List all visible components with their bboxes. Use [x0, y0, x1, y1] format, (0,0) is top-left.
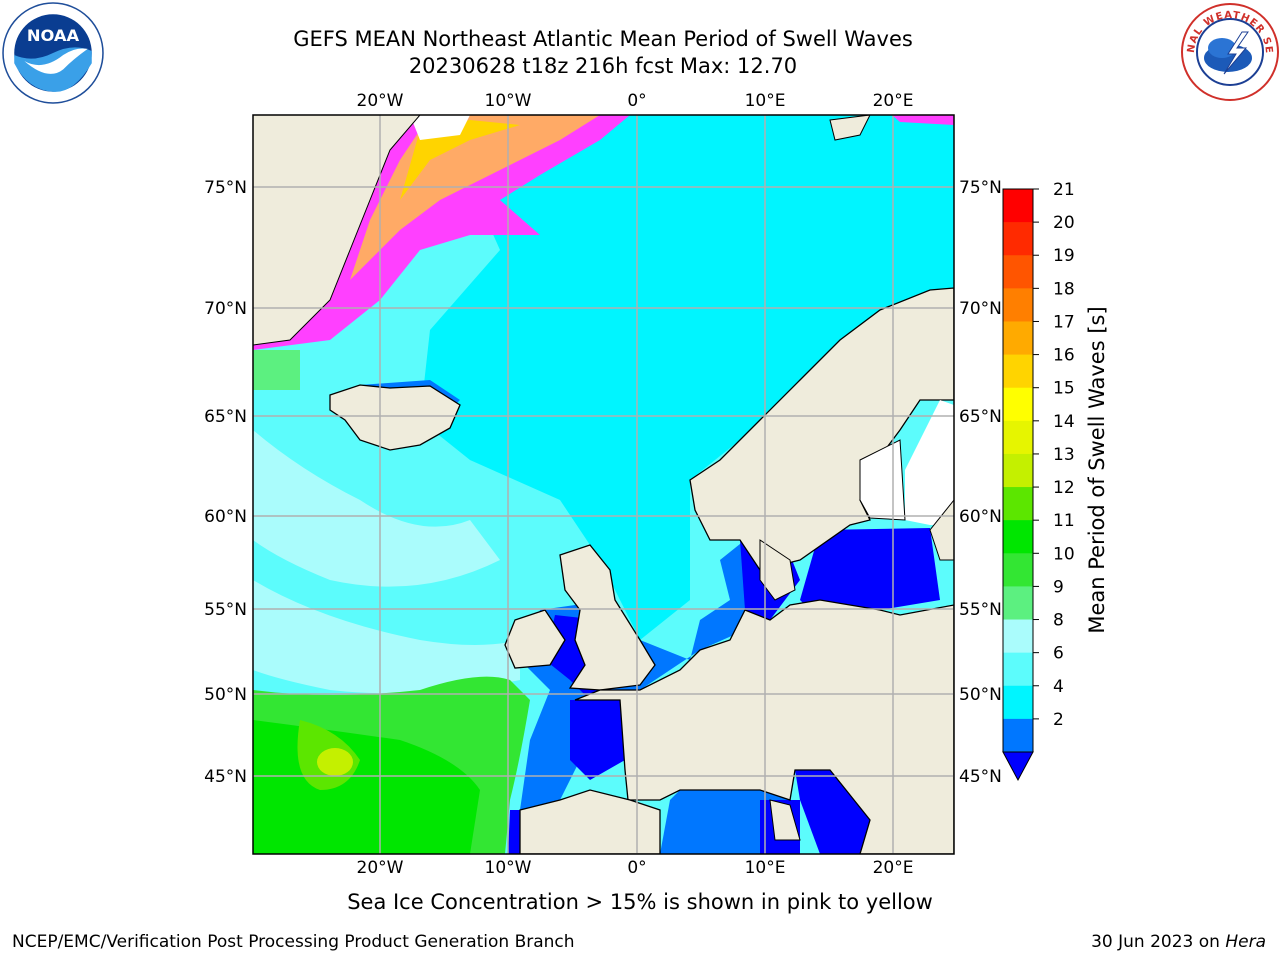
- colorbar-segment: [1003, 685, 1033, 720]
- lat-label: 75°N: [204, 178, 247, 198]
- lon-label: 0°: [627, 91, 646, 111]
- lat-label: 50°N: [204, 685, 247, 705]
- colorbar-tick-label: 4: [1053, 677, 1064, 697]
- colorbar-segment: [1003, 652, 1033, 687]
- colorbar-segment: [1003, 520, 1033, 554]
- chart-title: GEFS MEAN Northeast Atlantic Mean Period…: [293, 27, 913, 51]
- lon-label: 20°W: [357, 858, 404, 878]
- lon-label: 20°E: [873, 858, 914, 878]
- lat-label: 45°N: [204, 767, 247, 787]
- footer-credit: NCEP/EMC/Verification Post Processing Pr…: [12, 932, 575, 952]
- colorbar-segment: [1003, 420, 1033, 455]
- lat-label: 70°N: [959, 299, 1002, 319]
- colorbar-extend-arrow: [1002, 751, 1034, 782]
- colorbar-segment: [1003, 255, 1033, 289]
- colorbar-segment: [1003, 487, 1033, 521]
- colorbar-tick-label: 17: [1053, 312, 1075, 332]
- colorbar-segment: [1003, 586, 1033, 621]
- lon-label: 10°E: [745, 858, 786, 878]
- colorbar-segment: [1003, 387, 1033, 422]
- lat-label: 55°N: [959, 600, 1002, 620]
- lon-labels-bottom: 20°W 10°W 0° 10°E 20°E: [357, 858, 914, 878]
- lon-label: 10°E: [745, 91, 786, 111]
- colorbar: 21 20 19 18 17 16 15 14 13 12 11 10 9 8 6 4 2: [1002, 180, 1075, 782]
- graticule: [253, 115, 954, 854]
- chart-subtitle: 20230628 t18z 216h fcst Max: 12.70: [408, 54, 798, 78]
- colorbar-label: Mean Period of Swell Waves [s]: [1085, 306, 1109, 634]
- lat-label: 55°N: [204, 600, 247, 620]
- lat-label: 75°N: [959, 178, 1002, 198]
- colorbar-tick-label: 15: [1053, 379, 1075, 399]
- lat-labels-right: 75°N 70°N 65°N 60°N 55°N 50°N 45°N: [959, 178, 1002, 787]
- lat-label: 50°N: [959, 685, 1002, 705]
- svg-text:NOAA: NOAA: [27, 26, 80, 45]
- colorbar-segment: [1003, 189, 1033, 223]
- footer-date-text: 30 Jun 2023 on: [1091, 932, 1220, 952]
- colorbar-tick-label: 2: [1053, 710, 1064, 730]
- colorbar-segment: [1003, 321, 1033, 356]
- colorbar-frame: [1002, 188, 1034, 753]
- colorbar-segment: [1003, 718, 1033, 753]
- noaa-logo: NOAA: [2, 2, 104, 104]
- colorbar-tick-label: 16: [1053, 346, 1075, 366]
- colorbar-segment: [1003, 354, 1033, 389]
- colorbar-tick-label: 10: [1053, 544, 1075, 564]
- map-frame: [252, 114, 955, 855]
- lat-labels-left: 75°N 70°N 65°N 60°N 55°N 50°N 45°N: [204, 178, 247, 787]
- colorbar-tick-label: 9: [1053, 577, 1064, 597]
- lat-label: 65°N: [204, 407, 247, 427]
- colorbar-tick-label: 6: [1053, 644, 1064, 664]
- colorbar-segment: [1003, 288, 1033, 322]
- lon-label: 10°W: [485, 858, 532, 878]
- colorbar-segment: [1003, 453, 1033, 488]
- lon-label: 10°W: [485, 91, 532, 111]
- lon-label: 20°E: [873, 91, 914, 111]
- nws-logo: NATIONAL WEATHER SERVICE: [1180, 2, 1279, 101]
- colorbar-tick-label: 13: [1053, 445, 1075, 465]
- colorbar-tick-label: 18: [1053, 279, 1075, 299]
- colorbar-tick-label: 14: [1053, 412, 1075, 432]
- lon-label: 0°: [627, 858, 646, 878]
- lon-label: 20°W: [357, 91, 404, 111]
- colorbar-segment: [1003, 553, 1033, 587]
- map-panel: [253, 115, 954, 854]
- colorbar-tick-label: 20: [1053, 213, 1075, 233]
- colorbar-segment: [1003, 222, 1033, 256]
- colorbar-tick-label: 11: [1053, 511, 1075, 531]
- lat-label: 60°N: [959, 507, 1002, 527]
- lat-label: 45°N: [959, 767, 1002, 787]
- lat-label: 65°N: [959, 407, 1002, 427]
- colorbar-tick-label: 12: [1053, 478, 1075, 498]
- lat-label: 70°N: [204, 299, 247, 319]
- colorbar-tick-label: 8: [1053, 611, 1064, 631]
- footer-machine: Hera: [1225, 932, 1266, 952]
- colorbar-segment: [1003, 619, 1033, 654]
- colorbar-tick-label: 21: [1053, 180, 1075, 200]
- footer-date: 30 Jun 2023 on Hera: [1091, 932, 1266, 952]
- lon-labels-top: 20°W 10°W 0° 10°E 20°E: [357, 91, 914, 111]
- sea-ice-caption: Sea Ice Concentration > 15% is shown in …: [347, 890, 933, 914]
- colorbar-tick-label: 19: [1053, 246, 1075, 266]
- lat-label: 60°N: [204, 507, 247, 527]
